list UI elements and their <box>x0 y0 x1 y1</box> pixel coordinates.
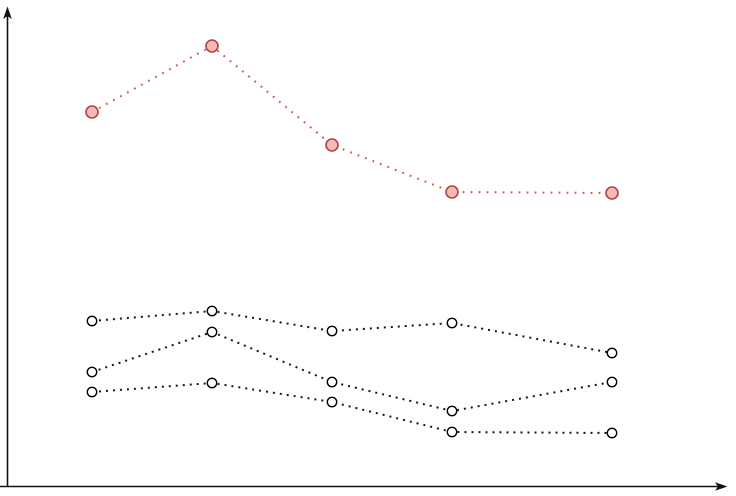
open-data-point-marker <box>326 325 338 337</box>
open-data-point-marker <box>86 315 98 327</box>
open-data-point-marker <box>206 326 218 338</box>
series-black-series-3 <box>86 377 618 439</box>
axes <box>0 6 728 491</box>
filled-data-point-marker <box>205 39 219 53</box>
open-data-point-marker <box>326 376 338 388</box>
open-data-point-marker <box>86 366 98 378</box>
open-data-point-marker <box>446 317 458 329</box>
filled-data-point-marker <box>605 186 619 200</box>
series-highlighted-red-series <box>85 39 619 200</box>
open-data-point-marker <box>606 376 618 388</box>
open-data-point-marker <box>86 386 98 398</box>
y-axis-arrow-icon <box>3 6 12 19</box>
filled-data-point-marker <box>445 185 459 199</box>
open-data-point-marker <box>326 396 338 408</box>
x-axis-arrow-icon <box>715 482 728 491</box>
open-data-point-marker <box>446 405 458 417</box>
series-black-series-2 <box>86 326 618 417</box>
filled-data-point-marker <box>85 105 99 119</box>
open-data-point-marker <box>206 377 218 389</box>
filled-data-point-marker <box>325 138 339 152</box>
open-data-point-marker <box>446 426 458 438</box>
open-data-point-marker <box>206 305 218 317</box>
open-data-point-marker <box>606 427 618 439</box>
open-data-point-marker <box>606 347 618 359</box>
series-black-series-1 <box>86 305 618 359</box>
series-dotted-line <box>91 330 613 413</box>
